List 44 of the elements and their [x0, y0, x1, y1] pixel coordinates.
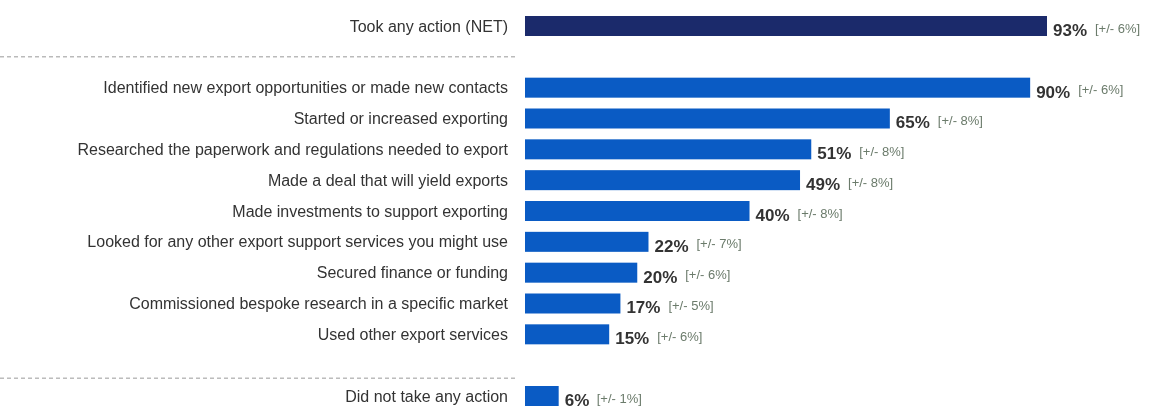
text: [+/- 6%] — [1078, 82, 1124, 98]
annotation: [+/- 8%] — [937, 113, 984, 129]
bar — [525, 231, 649, 252]
data-label: 40% — [755, 205, 790, 225]
bar — [525, 108, 890, 129]
data-label: 93% — [1053, 20, 1088, 40]
data-label: 65% — [895, 113, 930, 133]
bar — [525, 16, 1047, 36]
y-tick-label: Secured finance or funding — [316, 264, 508, 282]
y-tick-label: Researched the paperwork and regulations needed to export — [77, 140, 509, 158]
data-label: 15% — [615, 329, 650, 349]
bar — [525, 139, 812, 160]
bar — [525, 324, 610, 345]
bar — [525, 201, 750, 221]
data-label: 22% — [654, 236, 689, 256]
y-tick-label: Used other export services — [317, 325, 508, 343]
data-label: 20% — [643, 267, 678, 287]
annotation: [+/- 8%] — [859, 143, 905, 159]
y-tick-label: Identified new export opportunities or made new contacts — [103, 79, 508, 97]
annotation: [+/- 6%] — [657, 328, 703, 344]
bar — [525, 170, 801, 191]
data-label: 51% — [817, 144, 852, 164]
annotation: [+/- 5%] — [668, 298, 714, 314]
y-tick-label: Made a deal that will yield exports — [267, 171, 508, 189]
bar — [525, 293, 621, 314]
bar — [525, 77, 1031, 98]
annotation: [+/- 6%] — [685, 267, 731, 283]
data-label: 49% — [806, 175, 841, 195]
y-tick-label: Looked for any other export support services you might use — [87, 233, 509, 251]
bar — [525, 386, 559, 406]
annotation: [+/- 7%] — [696, 236, 742, 252]
y-tick-label: Commissioned bespoke research in a specific market — [129, 295, 509, 313]
text: [+/- 6%] — [1095, 20, 1141, 36]
annotation: [+/- 1%] — [596, 390, 642, 406]
bar — [525, 262, 638, 283]
data-label: 17% — [626, 298, 661, 318]
y-tick-label: Took any action (NET) — [349, 17, 508, 35]
y-tick-label: Made investments to support exporting — [232, 202, 508, 220]
annotation: [+/- 8%] — [848, 174, 894, 190]
y-tick-label: Did not take any action — [345, 387, 508, 405]
y-tick-label: Started or increased exporting — [293, 110, 508, 128]
annotation: [+/- 8%] — [797, 205, 843, 221]
data-label: 6% — [564, 390, 590, 408]
data-label: 90% — [1036, 82, 1071, 102]
